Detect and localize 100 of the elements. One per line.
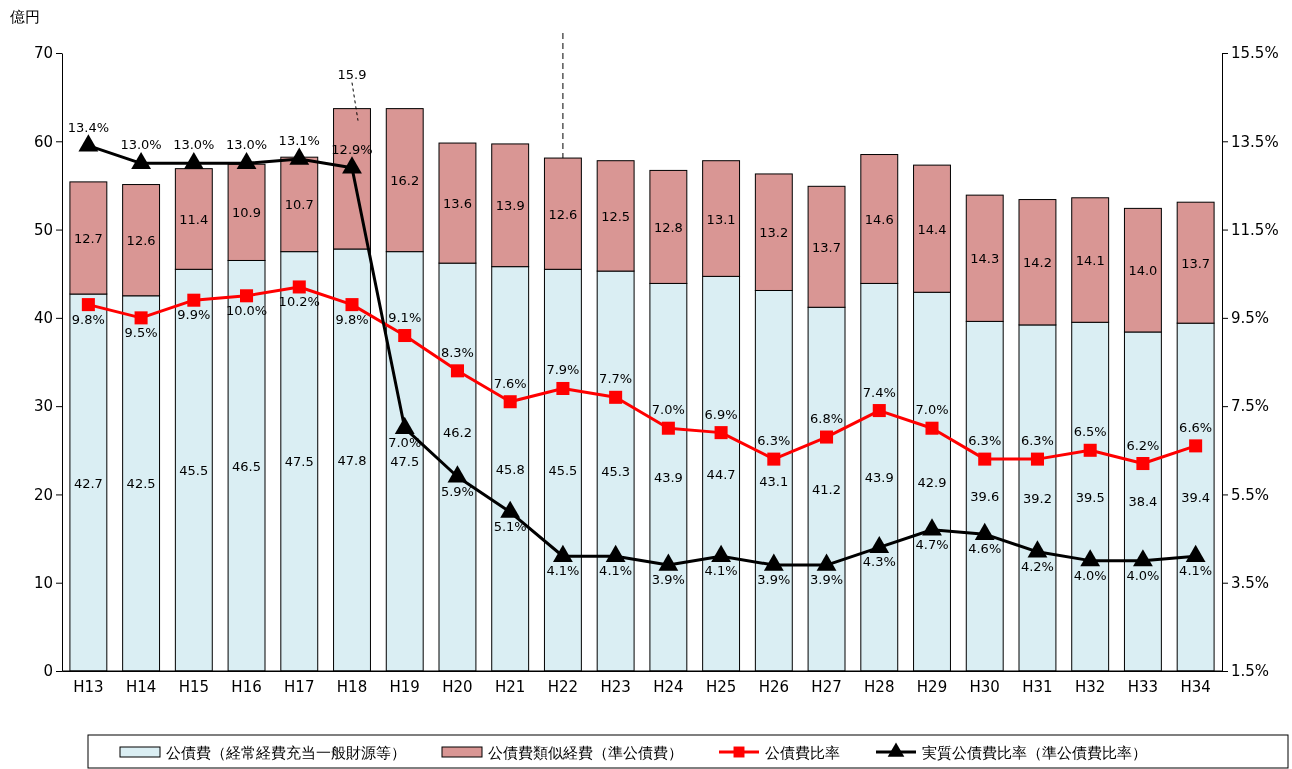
data-label: 6.3% [1020, 433, 1054, 449]
data-label: 14.1 [1075, 253, 1105, 269]
data-label: 4.6% [968, 541, 1002, 557]
data-label: 41.2 [812, 482, 842, 498]
y-axis-title: 億円 [10, 8, 40, 26]
data-label: 6.3% [968, 433, 1002, 449]
data-label: 9.8% [335, 311, 369, 327]
point [1030, 452, 1044, 466]
data-label: 12.6 [126, 233, 156, 249]
y2-tick-label: 9.5% [1231, 309, 1270, 328]
data-label: 4.3% [862, 554, 896, 570]
data-label: 39.6 [970, 489, 1000, 505]
point [81, 298, 95, 312]
data-label: 46.5 [232, 458, 262, 474]
data-label: 3.9% [810, 572, 844, 588]
point [767, 452, 781, 466]
y2-tick-label: 11.5% [1231, 220, 1279, 239]
data-label: 45.8 [495, 461, 525, 477]
point [553, 544, 573, 562]
point [925, 421, 939, 435]
data-label: 16.2 [390, 173, 420, 189]
data-label: 13.9 [495, 198, 525, 214]
point [763, 553, 784, 571]
legend-label: 公債費類似経費（準公債費） [488, 744, 683, 762]
data-label: 47.5 [390, 454, 420, 470]
data-label: 42.7 [73, 475, 103, 491]
data-label: 5.1% [493, 519, 527, 535]
data-label: 14.3 [970, 251, 1000, 267]
data-label: 4.1% [1179, 563, 1213, 579]
point [1185, 544, 1206, 562]
data-label: 13.1% [278, 132, 320, 148]
point [869, 535, 890, 554]
data-label: 6.2% [1126, 437, 1160, 453]
data-label: 7.9% [546, 362, 580, 378]
data-label: 7.0% [388, 435, 422, 451]
point [1189, 439, 1203, 453]
point [187, 293, 201, 307]
data-label: 13.0% [173, 137, 215, 153]
legend-label: 公債費比率 [765, 744, 840, 762]
data-label: 45.5 [548, 463, 578, 479]
x-tick-label: H26 [758, 677, 790, 696]
data-label: 5.9% [440, 483, 474, 499]
point [1027, 540, 1048, 558]
data-label: 47.8 [337, 453, 367, 468]
point [1136, 457, 1150, 471]
point [711, 544, 731, 562]
x-tick-label: H31 [1022, 677, 1053, 696]
data-label: 12.6 [548, 206, 578, 222]
data-label: 9.5% [124, 324, 158, 340]
data-label: 4.1% [599, 563, 633, 579]
legend-label: 実質公債費比率（準公債費比率） [922, 744, 1147, 762]
data-label: 6.3% [757, 433, 791, 449]
data-label: 44.7 [706, 466, 736, 482]
point [661, 421, 675, 435]
data-label: 10.9 [232, 205, 262, 221]
data-label: 39.5 [1075, 489, 1105, 505]
y-tick-label: 50 [33, 220, 53, 239]
data-label: 4.7% [915, 536, 949, 552]
data-label: 13.1 [706, 211, 736, 227]
data-label: 8.3% [440, 344, 474, 360]
data-label: 15.9 [337, 66, 367, 82]
point [714, 426, 728, 440]
x-tick-label: H14 [125, 677, 157, 696]
data-label: 7.0% [915, 402, 949, 418]
x-tick-label: H24 [653, 677, 684, 696]
data-label: 6.8% [810, 411, 844, 427]
data-label: 9.1% [388, 309, 422, 325]
point [816, 553, 837, 571]
data-label: 7.0% [651, 402, 685, 418]
point [345, 298, 359, 312]
y2-tick-label: 5.5% [1231, 485, 1270, 504]
x-tick-label: H22 [547, 677, 579, 696]
data-label: 7.6% [493, 375, 527, 391]
data-label: 3.9% [651, 572, 685, 588]
data-label: 13.0% [225, 137, 268, 153]
x-tick-label: H15 [178, 677, 210, 696]
y-tick-label: 0 [43, 662, 53, 681]
point [134, 311, 148, 325]
point [820, 430, 834, 444]
y2-tick-label: 1.5% [1231, 662, 1270, 681]
data-label: 3.9% [757, 572, 791, 588]
x-tick-label: H21 [494, 677, 526, 696]
y-tick-label: 70 [33, 44, 53, 63]
x-tick-label: H13 [73, 677, 104, 696]
data-label: 42.5 [126, 476, 156, 492]
data-label: 43.9 [864, 470, 894, 486]
point [503, 395, 517, 409]
point [922, 518, 942, 536]
data-label: 14.2 [1022, 255, 1052, 271]
data-label: 4.1% [546, 563, 580, 579]
legend-label: 公債費（経常経費充当一般財源等） [166, 744, 406, 762]
x-tick-label: H16 [231, 677, 262, 696]
point [1133, 549, 1153, 567]
data-label: 13.0% [120, 137, 162, 153]
data-label: 4.2% [1020, 558, 1054, 574]
point [974, 522, 995, 540]
y2-tick-label: 3.5% [1231, 574, 1270, 593]
data-label: 13.7 [812, 239, 842, 255]
data-label: 47.5 [284, 454, 314, 470]
y-tick-label: 40 [33, 309, 53, 328]
